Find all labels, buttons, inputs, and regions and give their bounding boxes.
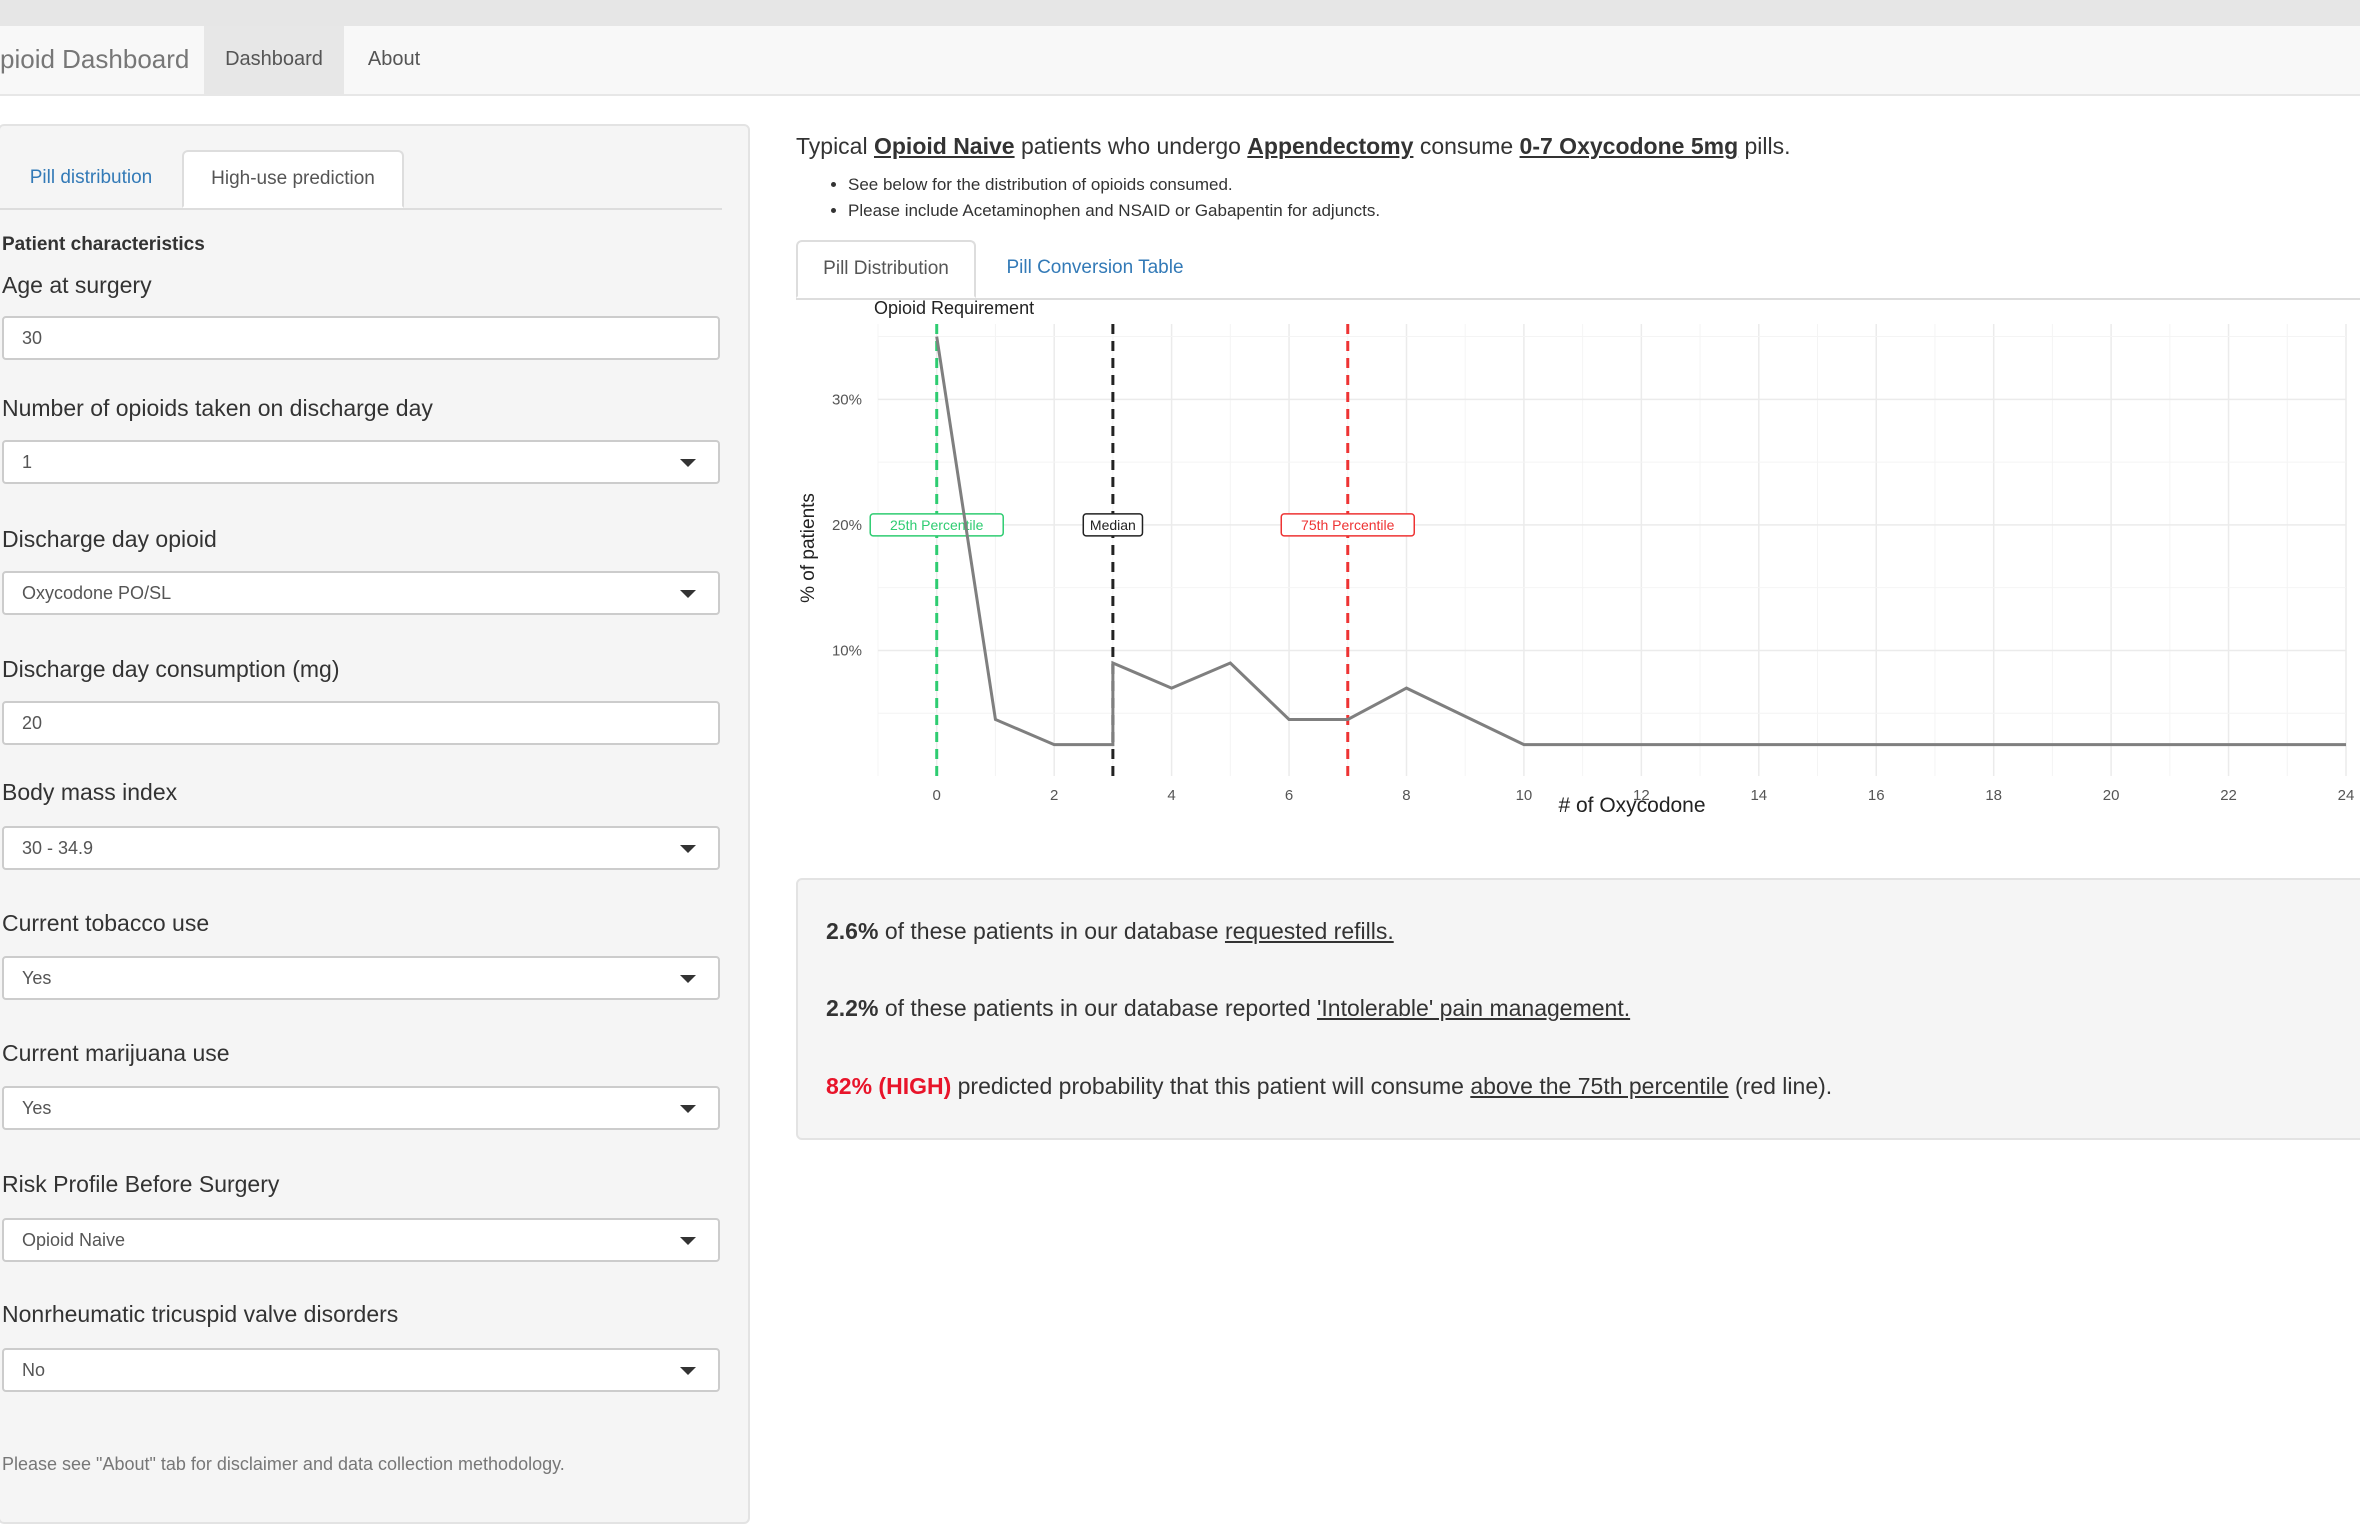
x-tick-label: 12 <box>1633 787 1650 804</box>
bullet-adjuncts: Please include Acetaminophen and NSAID o… <box>848 198 1380 224</box>
refill-pct: 2.6% <box>826 918 879 944</box>
tobacco-use-select[interactable]: Yes <box>2 956 720 1000</box>
age-at-surgery-label: Age at surgery <box>2 272 152 298</box>
summary-patient-type: Opioid Naive <box>873 133 1015 159</box>
navbar: pioid Dashboard Dashboard About <box>0 26 2360 96</box>
bullet-distribution: See below for the distribution of opioid… <box>848 172 1380 198</box>
x-tick-label: 8 <box>1402 787 1410 804</box>
risk-profile-select[interactable]: Opioid Naive <box>2 1218 720 1262</box>
x-tick-label: 24 <box>2338 787 2355 804</box>
discharge-day-opioid-select[interactable]: Oxycodone PO/SL <box>2 571 720 615</box>
percentile-label: Median <box>1090 517 1136 533</box>
prediction-value: 82% (HIGH) <box>826 1073 952 1099</box>
marijuana-use-label: Current marijuana use <box>2 1040 230 1066</box>
marijuana-use-value: Yes <box>22 1098 52 1118</box>
chevron-down-icon <box>680 975 696 983</box>
risk-profile-label: Risk Profile Before Surgery <box>2 1171 280 1197</box>
tricuspid-valve-select[interactable]: No <box>2 1348 720 1392</box>
tab-pill-distribution[interactable]: Pill distribution <box>29 167 153 188</box>
stats-panel: 2.6% of these patients in our database r… <box>796 878 2360 1140</box>
x-tick-label: 22 <box>2220 787 2237 804</box>
x-tick-label: 20 <box>2103 787 2120 804</box>
x-tick-label: 18 <box>1985 787 2002 804</box>
summary-bullets: See below for the distribution of opioid… <box>828 172 1380 224</box>
age-at-surgery-input[interactable]: 30 <box>2 316 720 360</box>
summary-prefix: Typical <box>796 133 874 159</box>
x-tick-label: 16 <box>1868 787 1885 804</box>
x-tick-label: 6 <box>1285 787 1293 804</box>
opioids-discharge-day-value: 1 <box>22 452 33 472</box>
pain-link[interactable]: 'Intolerable' pain management. <box>1317 995 1631 1021</box>
summary-suffix: pills. <box>1738 133 1791 159</box>
chevron-down-icon <box>680 459 696 467</box>
tab-high-use-prediction[interactable]: High-use prediction <box>182 150 404 208</box>
series-line <box>935 336 2346 747</box>
chart-y-label: % of patients <box>798 493 819 603</box>
tobacco-use-label: Current tobacco use <box>2 910 210 936</box>
pain-text: of these patients in our database report… <box>878 995 1318 1021</box>
pain-pct: 2.2% <box>826 995 879 1021</box>
prediction-text: predicted probability that this patient … <box>951 1073 1471 1099</box>
y-tick-label: 30% <box>832 391 862 408</box>
chevron-down-icon <box>680 845 696 853</box>
prediction-link[interactable]: above the 75th percentile <box>1470 1073 1729 1099</box>
chevron-down-icon <box>680 1367 696 1375</box>
tricuspid-valve-label: Nonrheumatic tricuspid valve disorders <box>2 1301 399 1327</box>
x-tick-label: 0 <box>933 787 941 804</box>
refill-stat: 2.6% of these patients in our database r… <box>826 918 1394 945</box>
discharge-consumption-input[interactable]: 20 <box>2 701 720 745</box>
prediction-suffix: (red line). <box>1728 1073 1833 1099</box>
refill-text: of these patients in our database <box>878 918 1225 944</box>
discharge-consumption-value: 20 <box>22 713 43 733</box>
summary-sentence: Typical Opioid Naive patients who underg… <box>796 133 1791 160</box>
discharge-day-opioid-value: Oxycodone PO/SL <box>22 583 172 603</box>
marijuana-use-select[interactable]: Yes <box>2 1086 720 1130</box>
bmi-label: Body mass index <box>2 779 178 805</box>
chevron-down-icon <box>680 590 696 598</box>
tricuspid-valve-value: No <box>22 1360 46 1380</box>
chevron-down-icon <box>680 1105 696 1113</box>
navbar-brand[interactable]: pioid Dashboard <box>0 44 190 74</box>
x-tick-label: 2 <box>1050 787 1058 804</box>
tobacco-use-value: Yes <box>22 968 52 988</box>
discharge-consumption-label: Discharge day consumption (mg) <box>2 656 340 682</box>
percentile-label: 75th Percentile <box>1301 517 1395 533</box>
patient-characteristics-heading: Patient characteristics <box>2 234 205 255</box>
summary-mid2: consume <box>1413 133 1520 159</box>
prediction-stat: 82% (HIGH) predicted probability that th… <box>826 1073 1832 1100</box>
pain-stat: 2.2% of these patients in our database r… <box>826 995 1630 1022</box>
chart-x-label: # of Oxycodone <box>1558 794 1705 817</box>
y-tick-label: 10% <box>832 642 862 659</box>
summary-amount: 0-7 Oxycodone 5mg <box>1519 133 1739 159</box>
percentile-label-box <box>1280 513 1416 537</box>
tab-pill-conversion-table[interactable]: Pill Conversion Table <box>1006 257 1184 278</box>
discharge-day-opioid-label: Discharge day opioid <box>2 526 217 552</box>
browser-top-strip <box>0 0 2360 26</box>
opioids-discharge-day-label: Number of opioids taken on discharge day <box>2 395 433 421</box>
age-at-surgery-value: 30 <box>22 328 43 348</box>
nav-link-dashboard[interactable]: Dashboard <box>204 26 344 94</box>
main-tabs: Pill Distribution Pill Conversion Table <box>796 240 2360 300</box>
percentile-label-box <box>869 513 1004 537</box>
y-tick-label: 20% <box>832 517 862 534</box>
summary-mid1: patients who undergo <box>1014 133 1248 159</box>
percentile-label-box <box>1082 513 1144 537</box>
refill-link[interactable]: requested refills. <box>1224 918 1394 944</box>
about-disclaimer-note: Please see "About" tab for disclaimer an… <box>2 1454 565 1474</box>
nav-link-about[interactable]: About <box>367 48 421 70</box>
opioids-discharge-day-select[interactable]: 1 <box>2 440 720 484</box>
risk-profile-value: Opioid Naive <box>22 1230 126 1250</box>
tab-pill-distribution-chart[interactable]: Pill Distribution <box>796 240 976 298</box>
bmi-value: 30 - 34.9 <box>22 838 94 858</box>
x-tick-label: 10 <box>1516 787 1533 804</box>
sidebar-tabs: Pill distribution High-use prediction <box>0 150 722 210</box>
summary-procedure: Appendectomy <box>1247 133 1414 159</box>
chart-title: Opioid Requirement <box>874 298 1034 318</box>
x-tick-label: 14 <box>1750 787 1767 804</box>
percentile-label: 25th Percentile <box>890 517 984 533</box>
chevron-down-icon <box>680 1237 696 1245</box>
bmi-select[interactable]: 30 - 34.9 <box>2 826 720 870</box>
x-tick-label: 4 <box>1167 787 1175 804</box>
